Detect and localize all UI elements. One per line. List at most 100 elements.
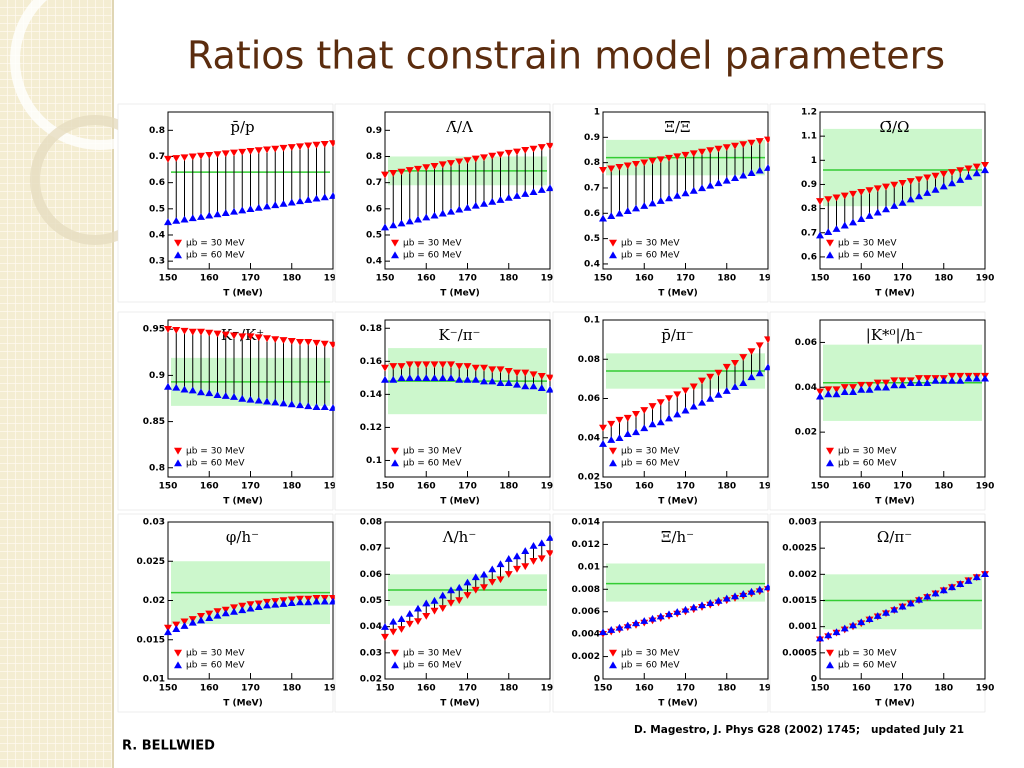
data-point xyxy=(722,594,731,602)
data-point xyxy=(414,215,422,223)
legend-label: μb = 30 MeV xyxy=(838,239,897,249)
data-point xyxy=(405,167,414,174)
x-tick-label: 170 xyxy=(676,684,695,694)
data-point xyxy=(546,385,554,393)
legend-marker xyxy=(174,649,182,657)
data-point xyxy=(496,379,505,386)
legend-marker xyxy=(174,447,182,455)
legend-label: μb = 30 MeV xyxy=(838,447,897,457)
data-point xyxy=(414,604,422,612)
data-point xyxy=(832,194,841,202)
data-point xyxy=(673,410,682,418)
legend-marker xyxy=(391,239,399,247)
data-point xyxy=(381,171,389,179)
x-axis-label: T (MeV) xyxy=(223,289,263,299)
data-point xyxy=(405,217,414,225)
x-tick-label: 180 xyxy=(717,274,736,284)
x-tick-label: 190 xyxy=(759,274,778,284)
data-point xyxy=(731,592,739,600)
plot-panel: 0.4 0.5 0.6 0.7 0.8 0.9 1 150 160 170 180 190 T (MeV… xyxy=(552,103,778,303)
data-point xyxy=(681,387,690,395)
y-tick-label: 0.06 xyxy=(360,570,382,580)
legend-label: μb = 60 MeV xyxy=(186,251,245,261)
data-point xyxy=(230,607,238,615)
data-point xyxy=(188,386,197,394)
data-point xyxy=(455,158,464,166)
data-point xyxy=(906,379,915,386)
legend-marker xyxy=(391,459,399,467)
data-point xyxy=(447,374,455,382)
data-point xyxy=(197,613,205,620)
y-tick-label: 0.6 xyxy=(584,209,600,219)
data-point xyxy=(389,221,398,229)
x-tick-label: 160 xyxy=(417,274,436,284)
data-point xyxy=(816,634,824,642)
x-tick-label: 170 xyxy=(893,684,912,694)
data-point xyxy=(471,573,480,581)
x-axis-label: T (MeV) xyxy=(658,289,698,299)
x-tick-label: 190 xyxy=(541,482,560,492)
data-point xyxy=(197,213,205,220)
data-point xyxy=(389,363,398,370)
legend-label: μb = 60 MeV xyxy=(403,251,462,261)
y-tick-label: 0.03 xyxy=(360,648,382,658)
data-point xyxy=(455,363,464,370)
data-point xyxy=(656,399,665,407)
data-point xyxy=(529,371,538,379)
data-point xyxy=(755,369,764,377)
data-point xyxy=(665,414,673,422)
data-point xyxy=(521,190,530,197)
data-point xyxy=(447,207,455,215)
data-point xyxy=(915,192,923,200)
data-point xyxy=(513,148,521,156)
x-tick-label: 180 xyxy=(499,482,518,492)
data-point xyxy=(496,366,505,374)
data-point xyxy=(271,600,280,608)
y-tick-label: 0.8 xyxy=(584,158,600,168)
y-tick-label: 0.08 xyxy=(578,355,600,365)
data-point xyxy=(898,381,907,389)
data-point xyxy=(296,197,304,205)
x-axis-label: T (MeV) xyxy=(875,289,915,299)
legend-label: μb = 30 MeV xyxy=(186,239,245,249)
data-point xyxy=(906,599,915,607)
data-point xyxy=(615,209,624,217)
data-point xyxy=(537,186,546,193)
data-point xyxy=(689,603,698,611)
data-point xyxy=(915,375,923,382)
data-point xyxy=(197,616,205,624)
y-tick-label: 0.015 xyxy=(137,635,165,645)
data-point xyxy=(164,628,172,636)
data-point xyxy=(263,146,271,154)
data-point xyxy=(197,388,205,396)
data-point xyxy=(939,376,948,384)
data-point xyxy=(205,151,214,159)
y-tick-label: 0.7 xyxy=(801,228,817,238)
data-point xyxy=(463,592,472,599)
data-point xyxy=(698,184,706,192)
y-tick-label: 0.95 xyxy=(143,325,165,335)
data-point xyxy=(230,207,238,215)
y-tick-label: 0.5 xyxy=(366,230,382,240)
slide-title: Ratios that constrain model parameters xyxy=(187,34,945,78)
x-tick-label: 180 xyxy=(717,684,736,694)
data-point xyxy=(238,206,247,214)
y-tick-label: 1.1 xyxy=(801,132,817,142)
data-point xyxy=(463,157,472,165)
data-point xyxy=(599,424,607,432)
legend-marker xyxy=(826,649,834,657)
data-point xyxy=(706,373,715,381)
y-tick-label: 0.85 xyxy=(143,417,165,427)
data-point xyxy=(312,339,321,347)
data-point xyxy=(504,379,513,386)
data-point xyxy=(271,145,280,153)
data-point xyxy=(648,157,657,165)
data-point xyxy=(188,214,197,222)
x-tick-label: 170 xyxy=(676,274,695,284)
data-point xyxy=(471,201,480,209)
data-point xyxy=(529,188,538,196)
data-point xyxy=(840,384,849,391)
y-tick-label: 0.7 xyxy=(584,183,600,193)
data-point xyxy=(246,333,255,341)
data-point xyxy=(931,376,940,384)
